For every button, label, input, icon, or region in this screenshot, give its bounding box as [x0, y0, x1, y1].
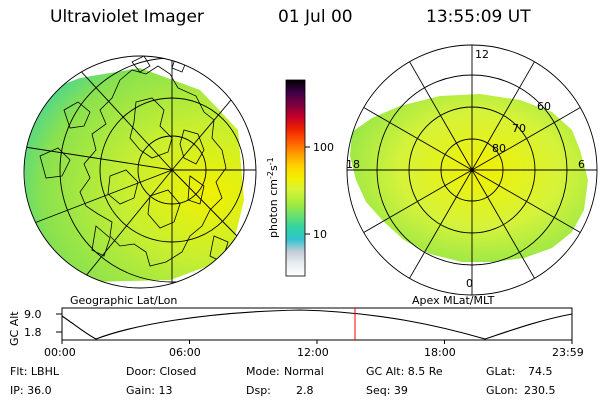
- mlat-80-label: 80: [492, 142, 506, 155]
- mag-grid: [346, 44, 598, 296]
- colorbar-tick-label-10: 10: [313, 228, 327, 241]
- mlt-noon-label: 12: [475, 48, 489, 61]
- altitude-ytick-1-8: 1.8: [24, 326, 42, 339]
- geo-aurora-image: [24, 68, 244, 282]
- mlat-60-label: 60: [537, 100, 551, 113]
- instrument-title: Ultraviolet Imager: [50, 7, 204, 27]
- mode-value: Normal: [284, 365, 324, 378]
- info-panel: Flt: LBHL Door: Closed Mode: Normal GC A…: [10, 365, 556, 397]
- mode-label: Mode:: [246, 365, 280, 378]
- mag-panel-caption: Apex MLat/MLT: [412, 294, 495, 307]
- altitude-xtick-1200: 12:00: [297, 346, 329, 359]
- mlt-dawn-label: 6: [578, 158, 585, 171]
- glon-label: GLon:: [486, 384, 518, 397]
- ip-info: IP: 36.0: [10, 384, 52, 397]
- colorbar-rect: [285, 79, 306, 277]
- altitude-ytick-9: 9.0: [24, 308, 42, 321]
- gain-info: Gain: 13: [126, 384, 173, 397]
- dsp-label: Dsp:: [246, 384, 271, 397]
- mlt-midnight-label: 0: [466, 277, 473, 290]
- date-label: 01 Jul 00: [278, 7, 353, 27]
- altitude-xtick-1800: 18:00: [424, 346, 456, 359]
- glat-value: 74.5: [528, 365, 553, 378]
- colorbar-tick-label-100: 100: [313, 141, 334, 154]
- altitude-xtick-0600: 06:00: [169, 346, 201, 359]
- seq-info: Seq: 39: [366, 384, 408, 397]
- geo-horizon-circle: [23, 55, 257, 289]
- altitude-xtick-2359: 23:59: [552, 346, 584, 359]
- mlt-dusk-label: 18: [346, 158, 360, 171]
- magnetic-map: 12 0 18 6 60 70 80: [346, 44, 598, 296]
- mlat-70-label: 70: [512, 122, 526, 135]
- geo-panel-caption: Geographic Lat/Lon: [70, 294, 177, 307]
- geographic-map: [23, 55, 257, 289]
- filter-info: Flt: LBHL: [10, 365, 60, 378]
- altitude-curve: [61, 309, 573, 340]
- gc-alt-info: GC Alt: 8.5 Re: [366, 365, 443, 378]
- dsp-value: 2.8: [296, 384, 314, 397]
- altitude-xtick-0000: 00:00: [44, 346, 76, 359]
- door-info: Door: Closed: [126, 365, 196, 378]
- altitude-ylabel: GC Alt: [8, 311, 21, 346]
- glon-value: 230.5: [524, 384, 556, 397]
- altitude-plot: 9.0 1.8 GC Alt 00:00 06:00 12:00 18:00 2…: [8, 307, 584, 359]
- colorbar: 100 10 photon cm-2s-1: [266, 79, 334, 277]
- mag-aurora-image: [350, 94, 588, 262]
- glat-label: GLat:: [486, 365, 515, 378]
- time-label: 13:55:09 UT: [426, 7, 531, 27]
- colorbar-unit-label: photon cm-2s-1: [266, 157, 280, 238]
- altitude-xticks: [61, 340, 573, 344]
